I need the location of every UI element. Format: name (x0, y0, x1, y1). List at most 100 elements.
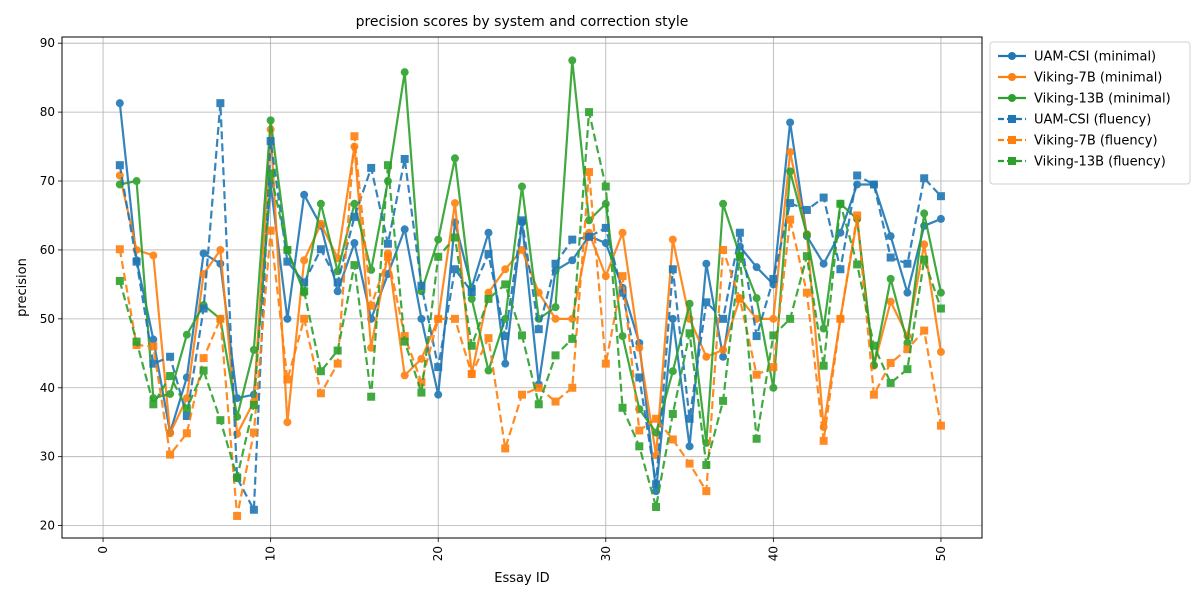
data-point (601, 239, 610, 248)
legend-label: Viking-13B (fluency) (1034, 155, 1166, 170)
plot-frame (61, 36, 983, 539)
data-point (635, 442, 644, 451)
data-point (886, 253, 895, 262)
data-point (903, 365, 912, 374)
x-tick-label: 50 (934, 546, 948, 561)
data-point (434, 363, 443, 372)
legend-label: Viking-13B (minimal) (1034, 92, 1171, 107)
data-point (450, 199, 459, 208)
data-point (936, 347, 945, 356)
data-point (266, 137, 275, 146)
data-point (568, 235, 577, 244)
data-point (769, 383, 778, 392)
data-point (350, 199, 359, 208)
data-point (786, 118, 795, 127)
data-point (166, 389, 175, 398)
data-point (383, 252, 392, 261)
data-point (501, 280, 510, 289)
data-point (819, 436, 828, 445)
data-point (635, 426, 644, 435)
data-point (132, 177, 141, 186)
data-point (367, 301, 376, 310)
legend-label: UAM-CSI (fluency) (1034, 113, 1151, 128)
data-point (518, 216, 526, 225)
data-point (719, 352, 728, 361)
data-point (400, 225, 409, 234)
data-point (685, 459, 694, 468)
data-point (518, 390, 526, 399)
data-point (400, 154, 409, 163)
legend-box (989, 41, 1191, 185)
data-point (568, 56, 577, 65)
data-point (618, 288, 627, 297)
data-point (283, 418, 292, 427)
legend-entry: Viking-13B (minimal) (998, 92, 1171, 107)
data-point (434, 314, 443, 323)
x-axis: 0 10 20 30 40 50 (96, 538, 948, 561)
data-point (585, 108, 594, 117)
data-point (484, 228, 493, 237)
data-point (735, 228, 744, 237)
data-point (199, 354, 208, 363)
data-point (450, 265, 459, 274)
data-point (903, 345, 912, 354)
x-tick-label: 20 (431, 546, 445, 561)
data-point (936, 304, 945, 313)
data-point (886, 297, 895, 306)
series-layer (115, 56, 945, 520)
data-point (668, 265, 677, 274)
y-tick-label: 70 (40, 174, 55, 188)
data-point (333, 359, 342, 368)
data-point (132, 257, 141, 266)
data-point (300, 314, 309, 323)
data-point (635, 373, 644, 382)
data-point (249, 345, 258, 354)
data-point (149, 400, 158, 409)
data-point (903, 338, 912, 347)
data-point (199, 366, 208, 375)
data-point (450, 154, 459, 163)
legend-label: UAM-CSI (minimal) (1034, 50, 1156, 65)
data-point (132, 337, 141, 346)
data-point (819, 259, 828, 268)
y-axis: 20 30 40 50 60 70 80 90 (40, 36, 62, 533)
data-point (836, 314, 845, 323)
legend-marker (1008, 115, 1016, 123)
data-point (618, 403, 627, 412)
data-point (300, 287, 309, 296)
legend-marker (1008, 94, 1016, 102)
data-point (585, 232, 594, 241)
series-4 (115, 99, 945, 514)
data-point (266, 116, 275, 125)
data-point (585, 168, 594, 177)
series-2 (115, 125, 945, 460)
data-point (769, 331, 778, 340)
legend-entry: Viking-7B (minimal) (998, 71, 1162, 86)
data-point (618, 272, 627, 281)
data-point (115, 161, 124, 170)
data-point (216, 416, 225, 425)
data-point (668, 435, 677, 444)
data-point (618, 332, 627, 341)
data-point (735, 294, 744, 303)
data-point (869, 390, 878, 399)
x-tick-label: 10 (264, 546, 278, 561)
legend-entry: Viking-13B (fluency) (998, 155, 1166, 170)
data-point (249, 505, 258, 514)
data-point (182, 404, 191, 413)
data-point (266, 226, 275, 235)
data-point (819, 193, 828, 202)
data-point (685, 299, 694, 308)
data-point (652, 414, 661, 423)
data-point (936, 214, 945, 223)
data-point (199, 249, 208, 258)
y-tick-label: 30 (40, 450, 55, 464)
data-point (501, 359, 510, 368)
data-point (233, 511, 242, 520)
data-point (702, 487, 711, 496)
data-point (534, 400, 543, 409)
data-point (450, 233, 459, 242)
data-point (752, 370, 761, 379)
data-point (769, 314, 778, 323)
data-point (869, 341, 878, 350)
